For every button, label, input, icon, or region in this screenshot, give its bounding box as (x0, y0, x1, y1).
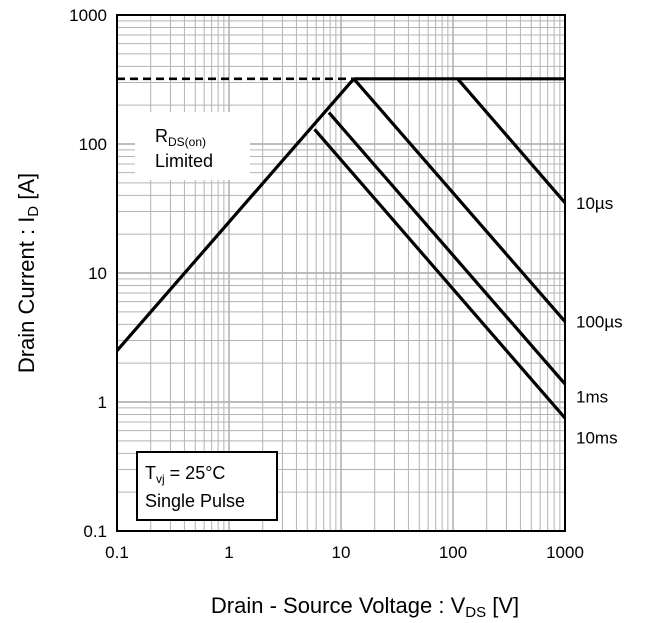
y-tick-label: 0.1 (83, 522, 107, 541)
x-axis-title: Drain - Source Voltage : VDS [V] (211, 593, 519, 621)
x-tick-label: 1 (224, 543, 233, 562)
tvj-label: T (145, 463, 156, 483)
svg-text:RDS(on): RDS(on) (155, 126, 206, 149)
tvj-subscript: vj (156, 472, 165, 486)
rds-subscript: DS(on) (168, 135, 206, 149)
curve-10ms (313, 128, 567, 420)
y-tick-label: 1000 (69, 6, 107, 25)
chart-curves (115, 77, 567, 420)
curve-labels: 10µs 100µs 1ms 10ms (576, 194, 623, 448)
y-tick-label: 1 (98, 393, 107, 412)
svg-text:Tvj = 25°C: Tvj = 25°C (145, 463, 225, 486)
x-tick-label: 10 (332, 543, 351, 562)
curve-label: 10ms (576, 429, 618, 448)
tvj-value: = 25°C (165, 463, 226, 483)
conditions-box: Tvj = 25°C Single Pulse (136, 451, 278, 521)
x-tick-label: 100 (439, 543, 467, 562)
single-pulse-label: Single Pulse (145, 491, 245, 511)
tick-labels: 0.1 1 10 100 1000 0.1 1 10 100 1000 (69, 6, 584, 562)
curve-100-s (352, 77, 567, 323)
curve-1ms (327, 111, 567, 386)
x-tick-label: 1000 (546, 543, 584, 562)
y-tick-label: 10 (88, 264, 107, 283)
curve-label: 10µs (576, 194, 613, 213)
rds-limited-annotation: RDS(on) Limited (135, 112, 250, 180)
curve-10-s (456, 77, 567, 204)
rds-label: R (155, 126, 168, 146)
curve-label: 100µs (576, 313, 623, 332)
curve-rds-on-limit (115, 77, 356, 352)
curve-label: 1ms (576, 388, 608, 407)
grid-lines (116, 14, 566, 532)
plot-frame (116, 14, 566, 532)
y-tick-label: 100 (79, 135, 107, 154)
y-axis-title: Drain Current : ID [A] (14, 173, 42, 373)
x-tick-label: 0.1 (105, 543, 129, 562)
rds-limited-label: Limited (155, 151, 213, 171)
